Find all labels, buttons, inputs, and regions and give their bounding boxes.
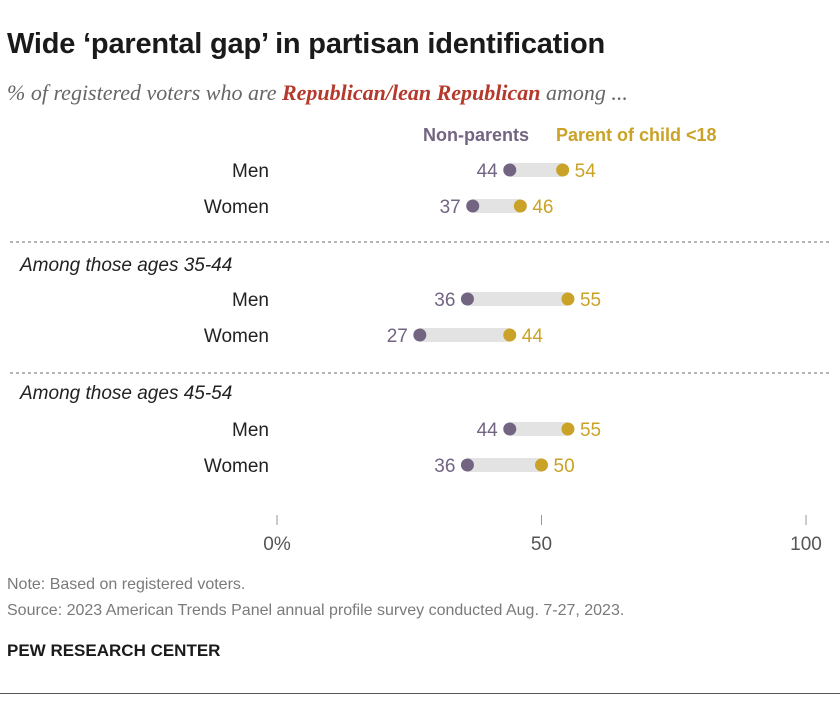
row-label: Men <box>232 161 269 182</box>
parents-value: 44 <box>522 326 544 347</box>
parents-dot <box>535 458 548 472</box>
legend-parents: Parent of child <18 <box>556 125 717 145</box>
x-tick-label: 50 <box>531 534 552 555</box>
x-tick-label: 100 <box>790 534 822 555</box>
non-parents-value: 37 <box>440 197 461 218</box>
bottom-rule <box>0 693 840 694</box>
gap-bar <box>509 422 568 436</box>
row-label: Women <box>204 197 269 218</box>
gap-bar <box>472 199 521 213</box>
legend-non-parents: Non-parents <box>423 125 529 145</box>
non-parents-value: 36 <box>434 290 455 311</box>
note-text: Note: Based on registered voters. <box>7 576 246 593</box>
non-parents-dot <box>503 422 517 436</box>
non-parents-dot <box>503 163 517 177</box>
parents-value: 54 <box>575 161 597 182</box>
subtitle-highlight: Republican/lean Republican <box>281 80 541 105</box>
non-parents-dot <box>460 292 474 306</box>
parents-dot <box>561 292 575 306</box>
non-parents-dot <box>460 458 474 472</box>
pew-logo: PEW RESEARCH CENTER <box>7 641 221 660</box>
gap-bar <box>467 292 568 306</box>
non-parents-dot <box>466 199 480 213</box>
non-parents-dot <box>413 328 427 342</box>
parents-dot <box>503 328 517 342</box>
gap-bar <box>509 163 563 177</box>
gap-bar <box>419 328 510 342</box>
parents-value: 50 <box>554 456 575 477</box>
x-tick-label: 0% <box>263 534 291 555</box>
group-heading: Among those ages 45-54 <box>19 383 232 404</box>
parents-value: 55 <box>580 290 601 311</box>
row-label: Women <box>204 326 269 347</box>
parents-value: 46 <box>532 197 553 218</box>
source-text: Source: 2023 American Trends Panel annua… <box>7 602 625 619</box>
parents-dot <box>513 199 527 213</box>
parents-dot <box>561 422 575 436</box>
row-label: Men <box>232 290 269 311</box>
non-parents-value: 36 <box>434 456 455 477</box>
chart-title: Wide ‘parental gap’ in partisan identifi… <box>7 28 606 60</box>
dot-plot: Non-parents Parent of child <18 Men 44 54 Wom… <box>10 125 830 555</box>
group-heading: Among those ages 35-44 <box>19 255 232 276</box>
gap-bar <box>467 458 542 472</box>
row-label: Women <box>204 456 269 477</box>
row-label: Men <box>232 420 269 441</box>
subtitle-prefix: % of registered voters who are <box>7 80 282 105</box>
non-parents-value: 44 <box>477 420 499 441</box>
non-parents-value: 44 <box>477 161 499 182</box>
subtitle-suffix: among ... <box>540 80 628 105</box>
parents-value: 55 <box>580 420 601 441</box>
chart-subtitle: % of registered voters who are Republica… <box>7 80 628 106</box>
non-parents-value: 27 <box>387 326 408 347</box>
parents-dot <box>556 163 570 177</box>
